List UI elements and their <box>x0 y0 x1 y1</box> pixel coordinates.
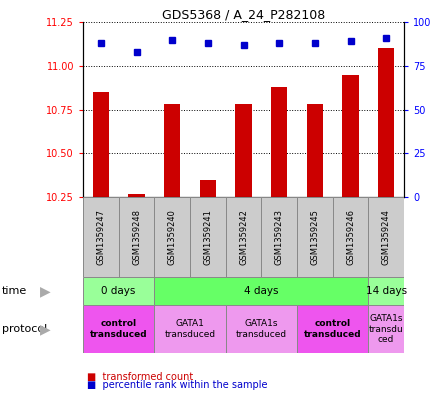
Text: GATA1s
transduced: GATA1s transduced <box>236 319 287 339</box>
Text: GSM1359246: GSM1359246 <box>346 209 355 265</box>
Bar <box>154 277 368 305</box>
Bar <box>83 305 154 353</box>
Text: control
transduced: control transduced <box>90 319 147 339</box>
Bar <box>226 305 297 353</box>
Text: ▶: ▶ <box>40 284 51 298</box>
Text: time: time <box>2 286 27 296</box>
Text: control
transduced: control transduced <box>304 319 362 339</box>
Bar <box>342 75 359 197</box>
Bar <box>119 197 154 277</box>
Bar <box>154 305 226 353</box>
Bar <box>307 104 323 197</box>
Bar <box>200 180 216 197</box>
Text: GSM1359248: GSM1359248 <box>132 209 141 265</box>
Bar <box>297 305 368 353</box>
Bar <box>297 197 333 277</box>
Text: ■  transformed count: ■ transformed count <box>88 372 194 382</box>
Bar <box>226 197 261 277</box>
Bar <box>190 197 226 277</box>
Bar <box>368 197 404 277</box>
Text: 0 days: 0 days <box>102 286 136 296</box>
Text: GATA1
transduced: GATA1 transduced <box>165 319 216 339</box>
Text: GSM1359245: GSM1359245 <box>310 209 319 265</box>
Bar <box>378 48 394 197</box>
Text: GSM1359241: GSM1359241 <box>203 209 213 265</box>
Text: protocol: protocol <box>2 324 47 334</box>
Bar <box>271 87 287 197</box>
Bar <box>368 277 404 305</box>
Bar <box>235 104 252 197</box>
Text: GSM1359243: GSM1359243 <box>275 209 284 265</box>
Text: GSM1359247: GSM1359247 <box>96 209 105 265</box>
Bar <box>368 305 404 353</box>
Text: 4 days: 4 days <box>244 286 279 296</box>
Text: GSM1359240: GSM1359240 <box>168 209 177 265</box>
Bar <box>128 193 144 197</box>
Text: GSM1359244: GSM1359244 <box>381 209 391 265</box>
Bar <box>333 197 368 277</box>
Bar <box>93 92 109 197</box>
Text: ▶: ▶ <box>40 322 51 336</box>
Bar <box>261 197 297 277</box>
Title: GDS5368 / A_24_P282108: GDS5368 / A_24_P282108 <box>162 8 325 21</box>
Bar <box>154 197 190 277</box>
Text: GSM1359242: GSM1359242 <box>239 209 248 265</box>
Text: GATA1s
transdu
ced: GATA1s transdu ced <box>369 314 403 344</box>
Bar <box>83 197 119 277</box>
Bar <box>83 277 154 305</box>
Text: ■  percentile rank within the sample: ■ percentile rank within the sample <box>88 380 268 390</box>
Text: 14 days: 14 days <box>366 286 407 296</box>
Bar <box>164 104 180 197</box>
